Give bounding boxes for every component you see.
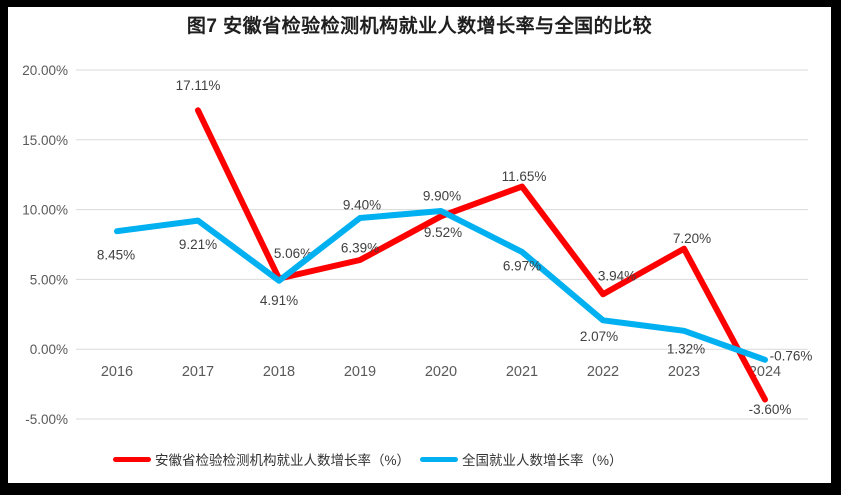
- y-axis-tick-label: 5.00%: [30, 272, 68, 287]
- series-line-1: [114, 208, 768, 363]
- data-label: 1.32%: [667, 341, 705, 356]
- y-axis-tick-label: -5.00%: [25, 412, 68, 427]
- x-axis-tick-label: 2016: [101, 364, 133, 380]
- chart-title: 图7 安徽省检验检测机构就业人数增长率与全国的比较: [186, 16, 653, 37]
- data-label: 8.45%: [97, 248, 135, 263]
- chart-canvas: 图7 安徽省检验检测机构就业人数增长率与全国的比较 20.00% 15.00% 10…: [8, 7, 831, 483]
- x-axis-tick-label: 2023: [668, 364, 700, 380]
- data-label: 6.39%: [341, 241, 379, 256]
- x-axis-tick-label: 2024: [749, 364, 781, 380]
- data-label: 11.65%: [502, 169, 547, 184]
- series-line-0: [195, 107, 768, 403]
- data-label: 3.94%: [598, 269, 636, 284]
- data-label: 6.97%: [503, 258, 541, 273]
- legend-item-anhui: 安徽省检验检测机构就业人数增长率（%）: [113, 449, 410, 469]
- y-axis-tick-label: 10.00%: [22, 203, 68, 218]
- data-label: 17.11%: [176, 78, 221, 93]
- data-label: 9.52%: [424, 225, 462, 240]
- data-label: 9.40%: [343, 198, 381, 213]
- x-axis-tick-label: 2017: [182, 364, 214, 380]
- legend-item-national: 全国就业人数增长率（%）: [420, 449, 623, 469]
- legend-line-swatch-anhui: [113, 456, 151, 462]
- data-label: -0.76%: [770, 348, 813, 363]
- data-label: 4.91%: [260, 293, 298, 308]
- data-label: -3.60%: [749, 402, 792, 417]
- x-axis-tick-label: 2022: [587, 364, 619, 380]
- x-axis-tick-label: 2019: [344, 364, 376, 380]
- chart-legend: 安徽省检验检测机构就业人数增长率（%） 全国就业人数增长率（%）: [113, 449, 623, 469]
- x-axis-tick-label: 2021: [506, 364, 538, 380]
- y-axis-tick-label: 20.00%: [22, 63, 68, 78]
- data-label: 9.90%: [423, 189, 461, 204]
- y-axis-tick-label: 0.00%: [30, 342, 68, 357]
- x-axis-tick-label: 2020: [425, 364, 457, 380]
- legend-label-anhui: 安徽省检验检测机构就业人数增长率（%）: [155, 453, 411, 468]
- legend-label-national: 全国就业人数增长率（%）: [462, 453, 623, 468]
- data-label: 5.06%: [274, 246, 312, 261]
- x-axis-tick-label: 2018: [263, 364, 295, 380]
- data-label: 9.21%: [179, 237, 217, 252]
- legend-line-swatch-national: [420, 456, 459, 462]
- data-label: 7.20%: [673, 231, 711, 246]
- data-label: 2.07%: [580, 329, 618, 344]
- y-axis-tick-label: 15.00%: [22, 133, 68, 148]
- line-chart-plot-area: 20.00% 15.00% 10.00% 5.00% 0.00% -5.00% 2016 20…: [22, 63, 813, 427]
